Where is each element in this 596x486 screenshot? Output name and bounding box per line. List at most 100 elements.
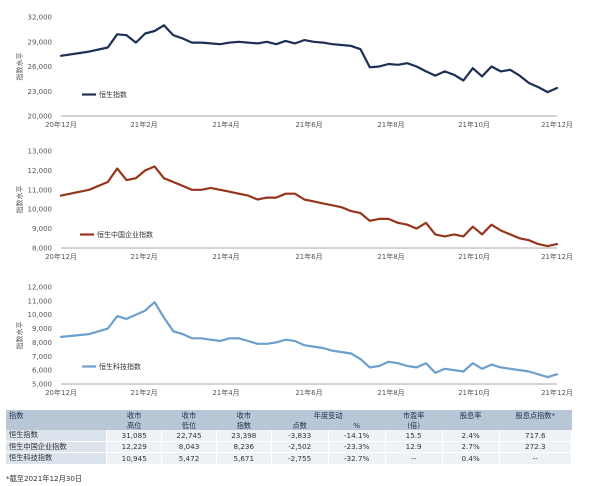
x-tick-label: 21年6月: [295, 120, 322, 129]
y-tick-label: 12,000: [28, 167, 53, 175]
y-tick-label: 23,000: [28, 88, 53, 96]
cell-points: -3,833: [271, 430, 329, 442]
header-pe-sub: (倍): [385, 420, 443, 430]
cell-percent: -23.3%: [328, 441, 386, 453]
header-yield-sub: [442, 420, 500, 430]
header-index: 指数: [6, 410, 107, 420]
cell-high: 12,229: [106, 441, 163, 453]
header-dividend-sub: [499, 420, 572, 430]
index-summary-table: 指数 收市 收市 收市 年度变动 市盈率 股息率 股息点指数* 高位 低位 指数…: [6, 410, 573, 465]
x-tick-label: 21年4月: [212, 252, 239, 261]
legend-label-hstech: 恒生科技指数: [99, 362, 141, 371]
cell-dividend-index: --: [499, 452, 573, 465]
index-summary-table-container: 指数 收市 收市 收市 年度变动 市盈率 股息率 股息点指数* 高位 低位 指数…: [6, 410, 573, 465]
y-tick-label: 8,000: [32, 245, 52, 253]
x-tick-label: 20年12月: [45, 252, 77, 261]
cell-dividend-index: 717.6: [499, 430, 573, 442]
x-tick-label: 21年8月: [377, 120, 404, 129]
y-tick-label: 32,000: [28, 14, 53, 22]
legend-label-hscei: 恒生中国企业指数: [97, 230, 153, 239]
y-tick-label: 6,000: [32, 367, 52, 375]
row-label: 恒生中国企业指数: [6, 441, 108, 453]
header-high-sub: 高位: [106, 420, 162, 430]
cell-high: 31,085: [106, 430, 163, 442]
header-index-sub: [6, 420, 107, 430]
y-tick-label: 8,000: [32, 339, 52, 347]
y-tick-label: 5,000: [32, 381, 52, 389]
header-dividend-index: 股息点指数*: [499, 410, 572, 420]
header-low-sub: 低位: [161, 420, 217, 430]
x-tick-label: 21年12月: [541, 252, 573, 261]
x-tick-label: 21年10月: [458, 388, 490, 397]
cell-percent: -14.1%: [328, 430, 386, 442]
y-tick-label: 26,000: [28, 63, 53, 71]
x-tick-label: 20年12月: [45, 120, 77, 129]
cell-dividend-index: 272.3: [499, 441, 573, 453]
cell-pe: 15.5: [385, 430, 443, 442]
row-label: 恒生科技指数: [6, 452, 108, 465]
header-pe: 市盈率: [385, 410, 443, 420]
y-tick-label: 29,000: [28, 38, 53, 46]
x-tick-label: 21年12月: [541, 120, 573, 129]
y-tick-label: 13,000: [28, 148, 53, 156]
y-tick-label: 7,000: [32, 353, 52, 361]
cell-yield: 2.4%: [442, 430, 500, 442]
y-tick-label: 10,000: [28, 206, 53, 214]
cell-percent: -32.7%: [328, 452, 386, 465]
y-tick-label: 12,000: [28, 284, 53, 292]
cell-close: 5,671: [216, 452, 272, 465]
table-header-row-top: 指数 收市 收市 收市 年度变动 市盈率 股息率 股息点指数*: [6, 410, 572, 420]
x-tick-label: 21年2月: [130, 120, 157, 129]
cell-pe: --: [385, 452, 443, 465]
header-percent-sub: %: [328, 420, 386, 430]
x-tick-label: 21年2月: [130, 252, 157, 261]
table-row: 恒生指数 31,085 22,745 23,398 -3,833 -14.1% …: [6, 430, 573, 442]
cell-close: 8,236: [216, 441, 272, 453]
x-tick-label: 21年8月: [377, 252, 404, 261]
cell-yield: 2.7%: [442, 441, 500, 453]
series-line-hstech: [59, 301, 559, 379]
y-tick-label: 10,000: [28, 311, 53, 319]
x-tick-label: 21年4月: [212, 120, 239, 129]
y-tick-label: 11,000: [28, 186, 53, 194]
y-tick-label: 9,000: [32, 325, 52, 333]
y-tick-label: 11,000: [28, 297, 53, 305]
header-points-sub: 点数: [271, 420, 329, 430]
table-row: 恒生中国企业指数 12,229 8,043 8,236 -2,502 -23.3…: [6, 441, 573, 453]
x-tick-label: 21年10月: [458, 252, 490, 261]
cell-points: -2,502: [271, 441, 329, 453]
cell-close: 23,398: [216, 430, 272, 442]
table-row: 恒生科技指数 10,945 5,472 5,671 -2,755 -32.7% …: [6, 452, 573, 465]
y-tick-label: 20,000: [28, 113, 53, 121]
x-tick-label: 21年8月: [377, 388, 404, 397]
header-close-sub: 指数: [216, 420, 272, 430]
x-tick-label: 21年6月: [295, 252, 322, 261]
header-close: 收市: [216, 410, 272, 420]
x-tick-label: 21年6月: [295, 388, 322, 397]
footnote: *截至2021年12月30日: [6, 474, 83, 483]
cell-pe: 12.9: [385, 441, 443, 453]
y-axis-label: 指数水平: [15, 53, 24, 81]
table-header-row-bottom: 高位 低位 指数 点数 % (倍): [6, 420, 572, 430]
x-tick-label: 21年4月: [212, 388, 239, 397]
cell-points: -2,755: [271, 452, 329, 465]
x-tick-label: 21年10月: [458, 120, 490, 129]
cell-low: 8,043: [161, 441, 217, 453]
cell-yield: 0.4%: [442, 452, 500, 465]
row-label: 恒生指数: [6, 430, 108, 442]
cell-low: 22,745: [161, 430, 217, 442]
x-tick-label: 20年12月: [45, 388, 77, 397]
x-tick-label: 21年12月: [541, 388, 573, 397]
y-tick-label: 9,000: [32, 225, 52, 233]
series-line-hscei: [59, 165, 559, 248]
legend-label-hsi: 恒生指数: [99, 90, 127, 99]
header-annual-change: 年度变动: [271, 410, 386, 420]
x-tick-label: 21年2月: [130, 388, 157, 397]
y-axis-label: 指数水平: [15, 322, 24, 350]
series-line-hsi: [59, 24, 559, 94]
header-low: 收市: [161, 410, 217, 420]
y-axis-label: 指数水平: [15, 186, 24, 214]
header-high: 收市: [106, 410, 162, 420]
header-yield: 股息率: [442, 410, 500, 420]
